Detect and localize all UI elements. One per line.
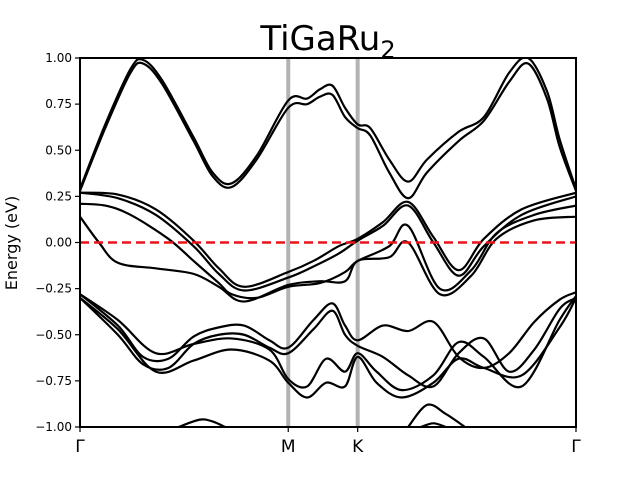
- band-line-13: [420, 422, 447, 427]
- y-tick-label: −1.00: [35, 420, 72, 434]
- plot-area: [80, 58, 576, 427]
- band-line-6: [80, 215, 576, 303]
- band-lines: [80, 58, 576, 427]
- y-tick-label: 0.50: [45, 143, 72, 157]
- y-tick-label: −0.25: [35, 282, 72, 296]
- chart-title-main: TiGaRu: [259, 19, 380, 59]
- band-line-11: [178, 418, 226, 427]
- y-tick-label: 1.00: [45, 51, 72, 65]
- kpoint-label: Γ: [571, 437, 581, 457]
- band-line-10: [80, 297, 576, 399]
- kpoint-label: M: [281, 437, 296, 457]
- kpoint-label: Γ: [75, 437, 85, 457]
- band-line-4: [80, 191, 576, 288]
- y-axis-label: Energy (eV): [2, 196, 21, 290]
- y-tick-label: 0.25: [45, 189, 72, 203]
- y-tick-label: 0.00: [45, 236, 72, 250]
- y-tick-label: 0.75: [45, 97, 72, 111]
- band-line-7: [80, 291, 576, 370]
- band-line-3: [80, 191, 576, 292]
- band-line-8: [80, 296, 576, 389]
- band-line-12: [407, 403, 466, 427]
- band-line-5: [80, 202, 576, 300]
- kpoint-lines: [286, 58, 360, 427]
- kpoint-label: K: [352, 437, 364, 457]
- band-line-1: [80, 61, 576, 200]
- y-tick-label: −0.50: [35, 328, 72, 342]
- chart-title-subscript: 2: [380, 36, 395, 64]
- y-axis-ticks: −1.00 −0.75 −0.50 −0.25 0.00 0.25 0.50 0.75 1.00: [35, 51, 80, 434]
- y-tick-label: −0.75: [35, 374, 72, 388]
- band-line-2: [80, 58, 576, 190]
- band-line-9: [80, 293, 576, 392]
